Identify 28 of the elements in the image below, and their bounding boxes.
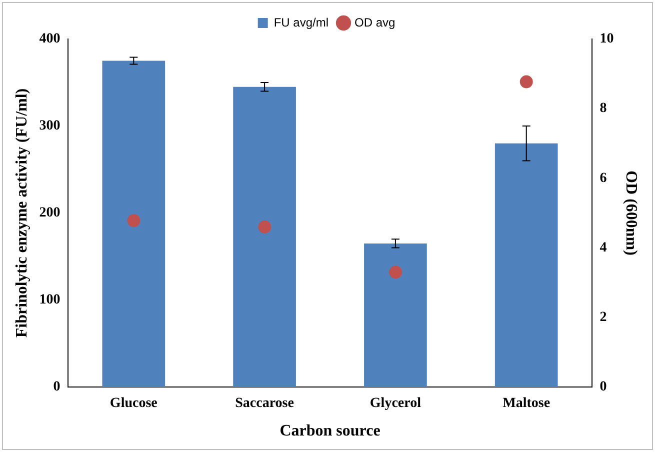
y-axis-title: Fibrinolytic enzyme activity (FU/ml)	[14, 88, 31, 338]
point	[388, 266, 402, 279]
y-tick-label: 300	[39, 118, 60, 134]
x-tick-label: Glucose	[110, 396, 158, 412]
y-tick-label: 100	[39, 292, 60, 308]
x-tick-label: Saccarose	[235, 396, 294, 412]
y-tick-label: 200	[39, 206, 60, 221]
y2-tick-label: 0	[600, 380, 607, 395]
x-axis-title: Carbon source	[280, 422, 380, 440]
bar	[364, 243, 427, 387]
y2-tick-label: 8	[600, 101, 607, 116]
y2-tick-label: 6	[600, 170, 607, 186]
legend-label: OD avg	[354, 15, 396, 30]
point	[258, 220, 272, 234]
x-tick-label: Glycerol	[370, 396, 422, 412]
y-tick-label: 400	[39, 32, 60, 47]
bar	[233, 86, 296, 387]
x-tick-label: Maltose	[502, 396, 550, 412]
y-tick-label: 0	[53, 380, 60, 395]
y2-axis-title: OD (600nm)	[622, 170, 640, 256]
point	[520, 75, 533, 88]
legend-label: FU avg/ml	[274, 15, 329, 30]
point	[127, 214, 140, 228]
y2-tick-label: 2	[600, 310, 607, 326]
bar	[494, 143, 558, 387]
y2-tick-label: 4	[600, 240, 607, 256]
y2-tick-label: 10	[600, 32, 614, 47]
bar	[102, 60, 166, 387]
